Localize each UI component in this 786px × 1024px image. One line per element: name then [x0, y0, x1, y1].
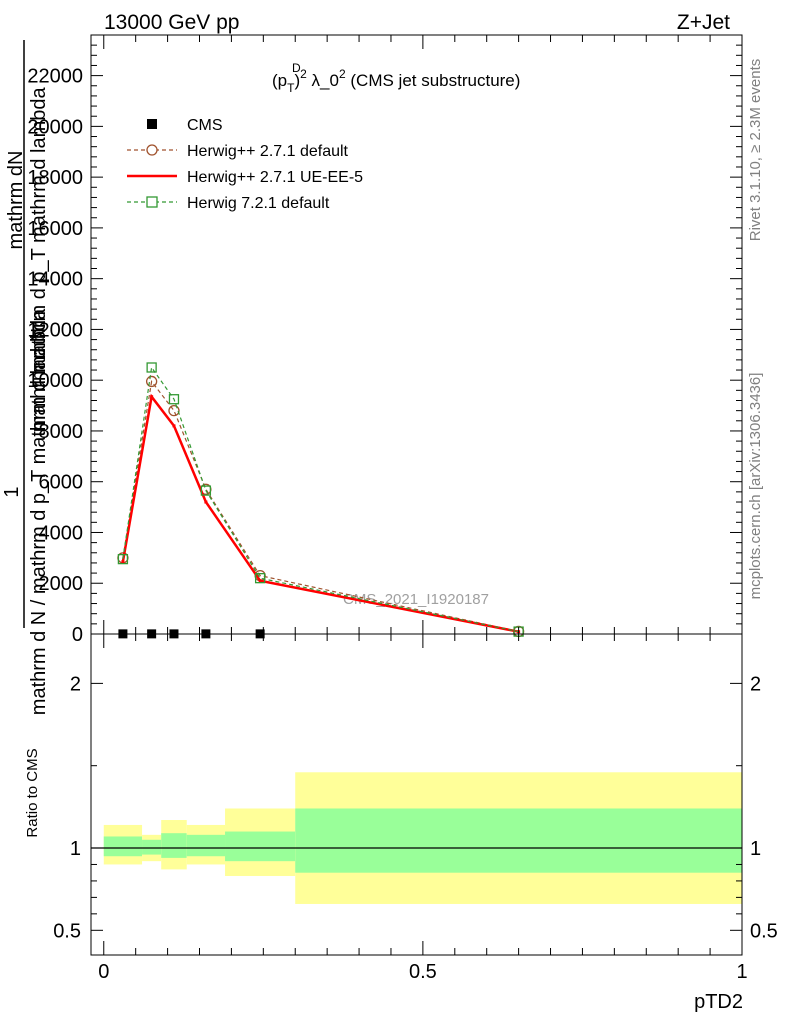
herwig_pp_ueee5-marker [121, 560, 125, 564]
top-ytick-label: 18000 [27, 167, 83, 189]
title-sub: T [287, 81, 295, 95]
title-sq2: 2 [339, 67, 346, 81]
legend-herwig_pp_default-marker [146, 144, 158, 156]
herwig_pp_default-marker [168, 404, 180, 417]
ratio-ytick-label-right: 2 [750, 673, 761, 695]
axes: 0 2000 4000 6000 8000 10000 12000 14000 16000 180… [27, 34, 778, 983]
herwig_721-marker [117, 553, 129, 565]
title-sq: 2 [300, 67, 307, 81]
xtick-label: 0 [98, 961, 109, 983]
svg-text:(pT)2 λ_02 (CMS jet substructu: (pT)2 λ_02 (CMS jet substructure) [272, 67, 520, 95]
ratio-ylabel: Ratio to CMS [24, 748, 41, 837]
ratio-bands [91, 772, 742, 904]
herwig_pp_ueee5-marker [204, 500, 208, 504]
xtick-label: 1 [736, 961, 747, 983]
title-rest: (CMS jet substructure) [346, 71, 521, 90]
top-ytick-label: 6000 [39, 472, 84, 494]
ratio-band-inner [295, 808, 742, 873]
header-right: Z+Jet [677, 11, 730, 34]
ratio-band-inner [142, 839, 162, 855]
legend-cms-marker [147, 119, 157, 129]
plot-title: (pT)2 λ_02 (CMS jet substructure) D [272, 61, 520, 95]
title-lambda: λ_0 [307, 71, 339, 90]
top-ytick-label: 16000 [27, 218, 83, 240]
ylabel-line-2: mathrm dN [5, 151, 27, 250]
legend-label: Herwig++ 2.7.1 UE-EE-5 [187, 169, 363, 186]
ratio-ytick-label-right: 1 [750, 838, 761, 860]
herwig_pp_default-line [122, 380, 519, 633]
herwig_721-marker [168, 394, 180, 405]
top-ytick-label: 14000 [27, 269, 83, 291]
title-close: ) [294, 71, 300, 90]
legend-label: CMS [187, 117, 223, 134]
top-ytick-label: 4000 [39, 522, 84, 544]
mcplots-label: mcplots.cern.ch [arXiv:1306.3436] [747, 373, 764, 600]
title-open: (p [272, 71, 287, 90]
top-ytick-label: 0 [72, 624, 83, 646]
herwig_721-marker [200, 485, 212, 496]
top-ytick-label: 10000 [27, 370, 83, 392]
legend-herwig_721-marker [146, 196, 158, 208]
ratio-band-inner [161, 833, 187, 858]
legend: CMS Herwig++ 2.7.1 default Herwig++ 2.7.1 … [127, 117, 363, 212]
top-ytick-label: 2000 [39, 573, 84, 595]
top-ytick-label: 8000 [39, 421, 84, 443]
ratio-ytick-label-left: 0.5 [53, 920, 81, 942]
header-left: 13000 GeV pp [104, 11, 239, 34]
ratio-band-inner [103, 836, 143, 857]
ylabel-line-1: mathrm d N [28, 328, 50, 432]
top-ytick-label: 12000 [27, 319, 83, 341]
herwig_721-line [122, 365, 519, 633]
ratio-ytick-label-right: 0.5 [750, 920, 778, 942]
herwig_pp_ueee5-line [121, 393, 519, 633]
ratio-panel-frame [90, 633, 743, 956]
legend-label: Herwig++ 2.7.1 default [187, 143, 349, 160]
herwig_721-marker [146, 362, 157, 373]
herwig_pp_default-marker [145, 375, 158, 388]
ylabel-line-5: mathrm d N / mathrm d p_T mathrm d lambd… [28, 308, 50, 715]
herwig_pp_ueee5-marker [150, 395, 154, 399]
herwig_pp_ueee5-marker [258, 579, 262, 583]
ratio-band-inner [225, 831, 296, 862]
top-ytick-label: 20000 [27, 116, 83, 138]
ratio-ytick-label-left: 2 [70, 673, 81, 695]
x-axis-label: pTD2 [694, 991, 743, 1013]
ylabel-line-4: 1 [1, 486, 23, 497]
ratio-band-inner [186, 834, 226, 857]
title-sup-d: D [292, 61, 301, 75]
top-ytick-label: 22000 [27, 66, 83, 88]
xtick-label: 0.5 [409, 961, 437, 983]
ylabel-line-3: mathrm d p_T mathrm d lambda [28, 86, 50, 372]
legend-label: Herwig 7.2.1 default [187, 195, 330, 212]
top-ylabel: mathrm d N mathrm dN mathrm d p_T mathrm… [1, 40, 50, 715]
herwig_721-marker [254, 573, 266, 584]
rivet-label: Rivet 3.1.10, ≥ 2.3M events [747, 59, 764, 242]
herwig_pp_ueee5-marker [172, 424, 176, 428]
ratio-ytick-label-left: 1 [70, 838, 81, 860]
